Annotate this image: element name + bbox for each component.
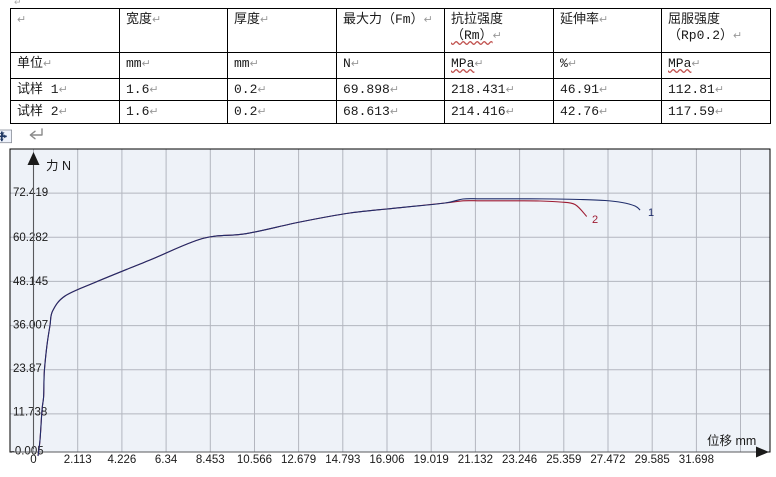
svg-text:27.472: 27.472 (590, 454, 625, 466)
svg-text:10.566: 10.566 (237, 454, 272, 466)
svg-text:29.585: 29.585 (635, 454, 670, 466)
svg-text:23.246: 23.246 (502, 454, 537, 466)
svg-text:2: 2 (592, 214, 598, 226)
svg-text:21.132: 21.132 (458, 454, 493, 466)
svg-text:72.419: 72.419 (13, 187, 48, 199)
svg-text:2.113: 2.113 (64, 454, 92, 466)
svg-text:60.282: 60.282 (13, 232, 48, 244)
svg-text:6.34: 6.34 (155, 454, 178, 466)
svg-text:16.906: 16.906 (369, 454, 404, 466)
svg-text:48.145: 48.145 (13, 276, 48, 288)
svg-text:25.359: 25.359 (546, 454, 581, 466)
svg-text:4.226: 4.226 (108, 454, 137, 466)
svg-text:31.698: 31.698 (679, 454, 714, 466)
svg-text:位移 mm: 位移 mm (707, 433, 756, 448)
svg-text:1: 1 (648, 207, 654, 219)
svg-text:8.453: 8.453 (196, 454, 225, 466)
svg-text:12.679: 12.679 (281, 454, 316, 466)
svg-text:19.019: 19.019 (414, 454, 449, 466)
svg-text:23.87: 23.87 (13, 363, 42, 375)
svg-text:14.793: 14.793 (325, 454, 360, 466)
svg-text:36.007: 36.007 (13, 320, 48, 332)
svg-text:0: 0 (30, 454, 36, 466)
svg-text:力 N: 力 N (46, 159, 71, 173)
